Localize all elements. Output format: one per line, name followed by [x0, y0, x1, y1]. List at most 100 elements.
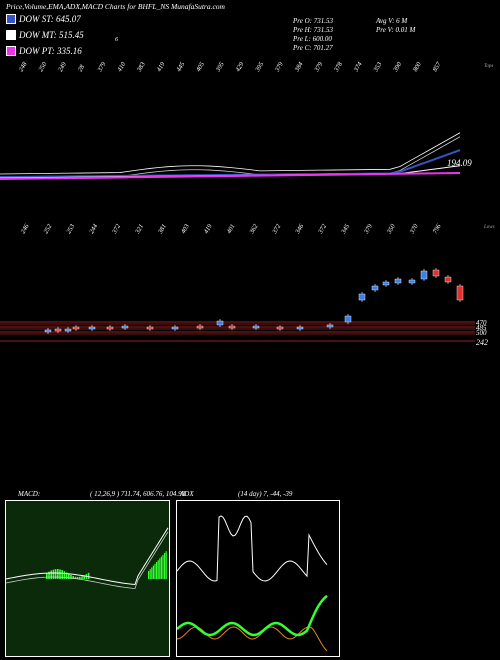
low-value-label: 246 — [20, 222, 31, 235]
candle-body — [394, 278, 402, 284]
candle-body — [196, 325, 204, 329]
macd-hist-bar — [76, 576, 79, 579]
macd-label: MACD: — [18, 490, 41, 498]
macd-hist-bar — [68, 573, 70, 579]
top-value-label: 379 — [96, 60, 108, 73]
adx-plus-line — [177, 594, 328, 637]
macd-hist-bar — [74, 576, 77, 579]
candle-body — [408, 279, 416, 284]
macd-hist-bar — [160, 556, 162, 579]
low-value-label: 372 — [271, 222, 283, 235]
candle-body — [358, 293, 366, 301]
macd-hist-bar — [54, 569, 57, 579]
top-value-label: 248 — [18, 60, 29, 73]
adx-plot — [177, 515, 328, 652]
macd-hist-bar — [46, 573, 48, 579]
top-value-label: 379 — [313, 60, 325, 73]
macd-hist-bar — [57, 569, 59, 579]
candle-body — [382, 281, 390, 286]
low-value-label: 362 — [248, 222, 260, 235]
top-value-label: 445 — [175, 60, 186, 73]
macd-hist-bar — [52, 569, 55, 579]
low-value-label: 401 — [226, 223, 237, 235]
pre-close: Pre C: 701.27 — [293, 44, 333, 52]
low-value-label: 345 — [340, 222, 352, 235]
candle-body — [444, 276, 452, 283]
candle-body — [252, 325, 260, 329]
macd-hist-bar — [70, 575, 72, 579]
avg-volume: Avg V: 6 M — [376, 17, 408, 25]
pre-open: Pre O: 731.53 — [293, 17, 333, 25]
candle-body — [228, 325, 236, 329]
low-value-label: 419 — [203, 222, 214, 235]
macd-hist-bar — [79, 576, 81, 579]
candle-body — [456, 285, 464, 301]
candle-body — [420, 270, 428, 280]
candle-body — [54, 328, 62, 332]
macd-hist-bar — [50, 570, 52, 579]
low-value-label: 381 — [157, 223, 168, 236]
candle-body — [106, 326, 114, 330]
low-value-label: 253 — [65, 222, 76, 235]
top-value-label: 353 — [372, 60, 384, 73]
macd-hist-bar — [65, 572, 68, 579]
candle-body — [146, 326, 154, 330]
macd-hist-bar — [83, 575, 85, 579]
macd-hist-bar — [162, 554, 164, 579]
low-value-label: 321 — [134, 223, 145, 236]
candle-body — [44, 329, 52, 333]
price-low-line — [0, 136, 461, 179]
low-values: 246 252 253 244 372 321 381 403 419 401 362 372 346 3… — [20, 222, 443, 235]
top-value-label: 249 — [57, 60, 68, 73]
top-value-label: 378 — [333, 60, 345, 73]
macd-hist-bar — [159, 558, 161, 579]
macd-plot — [6, 527, 169, 589]
low-value-label: 372 — [111, 222, 123, 235]
tops-label: Tops — [484, 64, 493, 69]
top-value-label: 383 — [135, 60, 147, 73]
macd-hist-bar — [59, 569, 61, 579]
top-value-label: 390 — [392, 60, 404, 73]
candle-body — [72, 326, 80, 330]
adx-label: ADX — [180, 490, 194, 498]
candle-body — [88, 326, 96, 330]
low-value-label: 372 — [317, 222, 329, 235]
macd-hist-bar — [164, 553, 166, 579]
legend-dow-mt: DOW MT: 515.45 — [6, 30, 84, 40]
low-value-label: 244 — [88, 222, 99, 235]
ema-lines — [0, 132, 461, 180]
ema-pt-line — [0, 172, 461, 180]
candle-body — [432, 269, 440, 277]
macd-hist-bar — [149, 569, 151, 579]
price-high-line — [0, 132, 461, 175]
adx-values: (14 day) 7, -44, -39 — [238, 490, 293, 498]
price-axis-label-2: 485 — [476, 324, 487, 332]
lows-label: Lows — [483, 225, 495, 230]
low-value-label: 346 — [294, 222, 306, 235]
legend-swatch-pt — [6, 46, 16, 56]
legend-label-st: DOW ST: 645.07 — [19, 14, 81, 24]
low-value-label: 350 — [385, 222, 397, 235]
legend-dow-pt: DOW PT: 335.16 — [6, 46, 82, 56]
candle-body — [371, 285, 379, 291]
chart-title: Price,Volume,EMA,ADX,MACD Charts for BHF… — [6, 2, 225, 11]
top-value-label: 379 — [273, 60, 285, 73]
macd-hist-bar — [81, 576, 83, 579]
top-value-label: 410 — [116, 60, 127, 73]
stray-mark: 6 — [115, 37, 118, 43]
low-value-label: 796 — [432, 222, 443, 235]
macd-hist-bar — [61, 570, 63, 579]
macd-line — [6, 527, 169, 586]
candle-body — [326, 324, 334, 328]
low-value-label: 370 — [408, 222, 420, 235]
pre-high: Pre H: 731.53 — [293, 26, 333, 34]
top-value-label: 374 — [352, 60, 364, 73]
adx-line — [177, 515, 328, 582]
top-value-label: 429 — [235, 60, 246, 73]
top-value-label: 405 — [195, 60, 206, 73]
low-value-label: 403 — [180, 222, 191, 235]
legend-label-mt: DOW MT: 515.45 — [19, 30, 84, 40]
macd-hist-bar — [87, 572, 90, 579]
candles — [44, 268, 464, 334]
